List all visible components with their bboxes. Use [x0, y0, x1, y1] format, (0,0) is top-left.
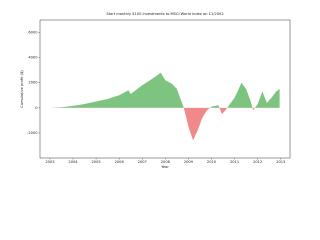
x-tick-label: 2003 [45, 160, 54, 164]
x-tick-label: 2005 [92, 160, 101, 164]
plot-frame [39, 19, 291, 159]
y-tick-label: 0 [35, 106, 38, 110]
x-tick-label: 2012 [253, 160, 262, 164]
x-tick-label: 2004 [68, 160, 78, 164]
y-tick-label: 2000 [28, 81, 38, 85]
chart: Start monthly $100 investments to MSCI W… [20, 12, 291, 169]
x-tick-label: 2010 [207, 160, 217, 164]
y-tick-label: 4000 [28, 56, 38, 60]
x-axis-label: Year [161, 165, 169, 169]
x-tick-label: 2011 [230, 160, 239, 164]
x-tick-label: 2008 [161, 160, 171, 164]
area-negative [183, 107, 255, 141]
area-positive [46, 72, 280, 108]
y-tick-label: 6000 [28, 31, 38, 35]
chart-title: Start monthly $100 investments to MSCI W… [106, 12, 223, 16]
y-tick-label: -2000 [27, 131, 38, 135]
x-tick-label: 2013 [276, 160, 285, 164]
x-tick-label: 2006 [115, 160, 125, 164]
x-tick-label: 2007 [138, 160, 147, 164]
x-tick-label: 2009 [184, 160, 194, 164]
y-axis-label: Cumulative profit ($) [20, 70, 24, 108]
